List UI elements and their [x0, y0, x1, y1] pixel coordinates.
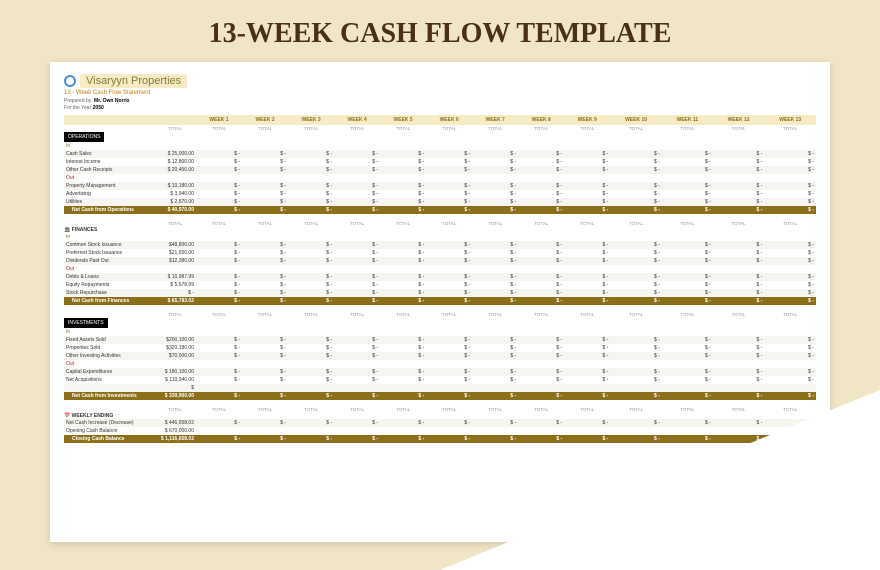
calendar-icon: 📅 — [64, 413, 70, 419]
week-header-row: WEEK 1WEEK 2WEEK 3WEEK 4WEEK 5WEEK 6WEEK… — [64, 115, 816, 125]
table-row: Net Acquisitions$ 110,340.00$ -$ -$ -$ -… — [64, 376, 816, 384]
net-finances: Net Cash from Finances$ 65,783.02$ -$ -$… — [64, 297, 816, 305]
company-logo-icon — [64, 75, 76, 87]
table-row: Utilities$ 2,670.00$ -$ -$ -$ -$ -$ -$ -… — [64, 198, 816, 206]
table-row: Opening Cash Balance$ 670,000.00 — [64, 427, 816, 435]
out-label: Out — [64, 174, 816, 182]
section-investments: INVESTMENTS — [64, 318, 816, 328]
table-row: Net Cash Increase (Decrease)$ 446,658.02… — [64, 419, 816, 427]
table-row: Other Investing Activities$70,000.00$ -$… — [64, 352, 816, 360]
page-title: 13-WEEK CASH FLOW TEMPLATE — [0, 0, 880, 62]
section-operations: OPERATIONS — [64, 132, 816, 142]
year: For the Year 2050 — [64, 105, 816, 111]
table-row: Capital Expenditures$ 180,100.00$ -$ -$ … — [64, 368, 816, 376]
table-row: Dividends Paid Out$12,380.00$ -$ -$ -$ -… — [64, 257, 816, 265]
cashflow-table: WEEK 1WEEK 2WEEK 3WEEK 4WEEK 5WEEK 6WEEK… — [64, 115, 816, 443]
table-row: Interest Income$ 12,800.00$ -$ -$ -$ -$ … — [64, 158, 816, 166]
table-row: Debts & Loans$ 10,987.99$ -$ -$ -$ -$ -$… — [64, 273, 816, 281]
closing-balance: Closing Cash Balance$ 1,116,658.02$ -$ -… — [64, 435, 816, 443]
net-investments: Net Cash from Investments$ 339,900.00$ -… — [64, 392, 816, 400]
net-operations: Net Cash from Operations$ 40,970.00$ -$ … — [64, 206, 816, 214]
table-row: Other Cash Receipts$ 20,450.00$ -$ -$ -$… — [64, 166, 816, 174]
table-row: Equity Repayments$ 5,678.99$ -$ -$ -$ -$… — [64, 281, 816, 289]
table-row: $ — [64, 384, 816, 392]
company-name: Visaryyn Properties — [80, 74, 187, 88]
prepared-by: Prepared by: Mr. Own Norris — [64, 98, 816, 104]
table-row: Property Management$ 10,180.00$ -$ -$ -$… — [64, 182, 816, 190]
total-header-row: TOTALTOTALTOTALTOTALTOTALTOTALTOTALTOTAL… — [64, 125, 816, 132]
table-row: Properties Sold$320,180.00$ -$ -$ -$ -$ … — [64, 344, 816, 352]
table-row: Common Stock Issuance$48,800.00$ -$ -$ -… — [64, 241, 816, 249]
table-row: Cash Sales$ 25,000.00$ -$ -$ -$ -$ -$ -$… — [64, 150, 816, 158]
table-row: Stock Repurchase$ -$ -$ -$ -$ -$ -$ -$ -… — [64, 289, 816, 297]
table-row: Preferred Stock Issuance$21,650.00$ -$ -… — [64, 249, 816, 257]
doc-subtitle: 13 - Week Cash Flow Statement — [64, 90, 816, 96]
bank-icon: 🏛 — [64, 227, 70, 233]
in-label: In — [64, 142, 816, 150]
table-row: Fixed Assets Sold$200,100.00$ -$ -$ -$ -… — [64, 336, 816, 344]
table-row: Advertising$ 3,940.00$ -$ -$ -$ -$ -$ -$… — [64, 190, 816, 198]
